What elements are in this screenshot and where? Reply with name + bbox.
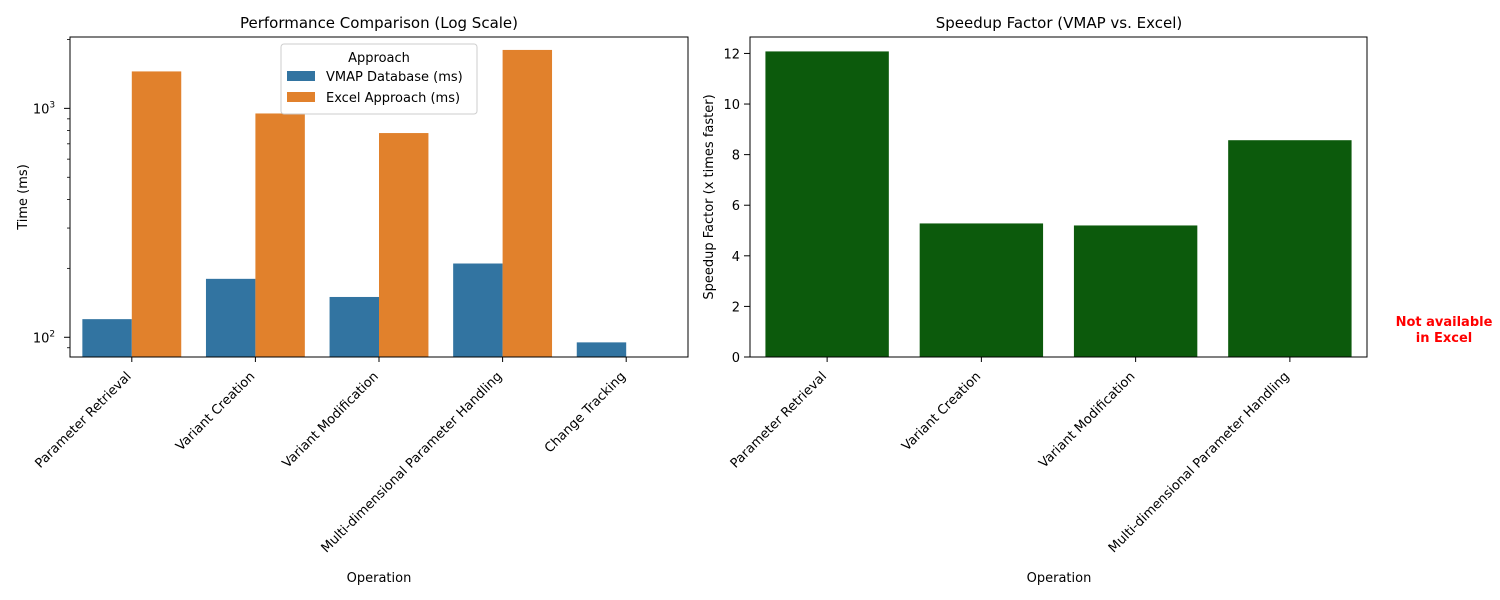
legend-title: Approach [348, 51, 410, 66]
bar-vmap-change-tracking [576, 342, 627, 357]
performance-chart-title: Performance Comparison (Log Scale) [240, 14, 518, 32]
x-tick-label-parameter-retrieval: Parameter Retrieval [32, 369, 134, 471]
y-tick-label: 2 [732, 300, 740, 315]
bar-excel-parameter-retrieval [131, 71, 182, 357]
bar-vmap-variant-modification [329, 296, 379, 357]
x-tick-label-variant-creation: Variant Creation [173, 369, 258, 454]
speedup-x-ticks: Parameter Retrieval Variant Creation Varia… [728, 357, 1293, 556]
x-tick-label-variant-modification: Variant Modification [1036, 369, 1138, 471]
bar-excel-variant-modification [379, 133, 429, 357]
y-tick-label: 8 [732, 149, 740, 164]
x-tick-label-multi-dimensional-parameter-handling: Multi-dimensional Parameter Handling [1106, 369, 1293, 556]
x-tick-label-change-tracking: Change Tracking [542, 369, 629, 456]
bar-vmap-variant-creation [205, 278, 256, 357]
bar-vmap-parameter-retrieval [82, 319, 132, 357]
legend-swatch-vmap [287, 71, 315, 81]
y-tick-label: 6 [732, 199, 740, 214]
performance-y-axis-label: Time (ms) [16, 164, 31, 231]
bar-speedup-variant-modification [1073, 225, 1198, 357]
bar-speedup-multi-dimensional-parameter-handling [1228, 140, 1352, 357]
x-tick-label-variant-modification: Variant Modification [280, 369, 382, 471]
performance-chart: Performance Comparison (Log Scale) 10210… [16, 14, 689, 586]
bar-speedup-parameter-retrieval [765, 51, 889, 357]
bar-vmap-multi-dimensional-parameter-handling [453, 263, 503, 357]
speedup-y-axis-label: Speedup Factor (x times faster) [702, 94, 717, 299]
not-available-line-2: in Excel [1416, 331, 1472, 346]
performance-y-ticks: 102 103 [33, 39, 70, 349]
performance-legend: Approach VMAP Database (ms) Excel Approa… [280, 43, 478, 115]
speedup-plot-frame [749, 36, 1368, 358]
legend-label-vmap: VMAP Database (ms) [326, 70, 463, 85]
bar-speedup-variant-creation [919, 223, 1044, 357]
y-tick-label: 12 [723, 47, 740, 62]
x-tick-label-parameter-retrieval: Parameter Retrieval [728, 369, 830, 471]
speedup-x-axis-label: Operation [1027, 571, 1092, 586]
y-tick-label: 4 [732, 250, 740, 265]
bar-excel-variant-creation [255, 113, 305, 357]
x-tick-label-variant-creation: Variant Creation [899, 369, 984, 454]
y-tick-label: 10 [723, 98, 740, 113]
y-tick-label: 0 [732, 351, 740, 366]
performance-bars [82, 49, 627, 357]
speedup-bars [765, 51, 1352, 357]
legend-label-excel: Excel Approach (ms) [326, 91, 460, 106]
bar-excel-multi-dimensional-parameter-handling [502, 49, 553, 357]
speedup-chart-title: Speedup Factor (VMAP vs. Excel) [936, 14, 1182, 32]
performance-x-axis-label: Operation [347, 571, 412, 586]
y-tick-label: 103 [33, 100, 55, 117]
legend-swatch-excel [287, 92, 315, 102]
speedup-y-ticks: 0 2 4 6 8 10 12 [723, 47, 750, 366]
speedup-chart: Speedup Factor (VMAP vs. Excel) 0 2 4 6 8 10 1… [702, 14, 1493, 586]
not-available-line-1: Not available [1396, 315, 1493, 330]
performance-x-ticks: Parameter Retrieval Variant Creation Varia… [32, 357, 629, 556]
not-available-note: Not available in Excel [1396, 315, 1493, 346]
y-tick-label: 102 [33, 329, 55, 346]
legend-frame [280, 43, 478, 115]
